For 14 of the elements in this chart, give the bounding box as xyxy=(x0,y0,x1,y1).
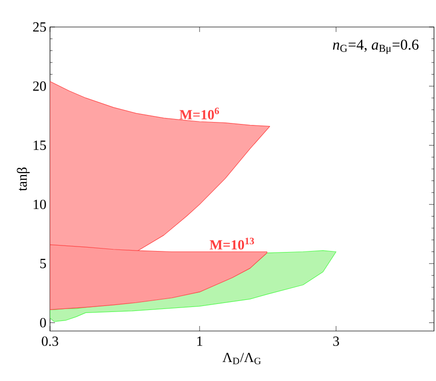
x-tick-label: 0.3 xyxy=(42,336,58,346)
text: M=10$^{13}$ xyxy=(210,238,254,250)
annotation: n$_{G}$=4, a$_{Bμ}$=0.6 xyxy=(332,40,419,54)
text: M=10$^{6}$ xyxy=(180,108,220,120)
x-axis-title: Λ$_{D}$/Λ$_{G}$ xyxy=(222,352,261,364)
y-tick-label: 10 xyxy=(34,200,46,210)
x-tick-label: 1 xyxy=(197,336,202,346)
y-tick-label: 5 xyxy=(40,258,46,268)
y-tick-label: 0 xyxy=(40,318,46,328)
y-axis-title: tanβ xyxy=(16,168,30,191)
y-tick-label: 15 xyxy=(34,140,46,150)
y-tick-label: 20 xyxy=(33,81,46,91)
y-tick-label: 25 xyxy=(33,22,46,32)
x-tick-label: 3 xyxy=(333,336,340,346)
